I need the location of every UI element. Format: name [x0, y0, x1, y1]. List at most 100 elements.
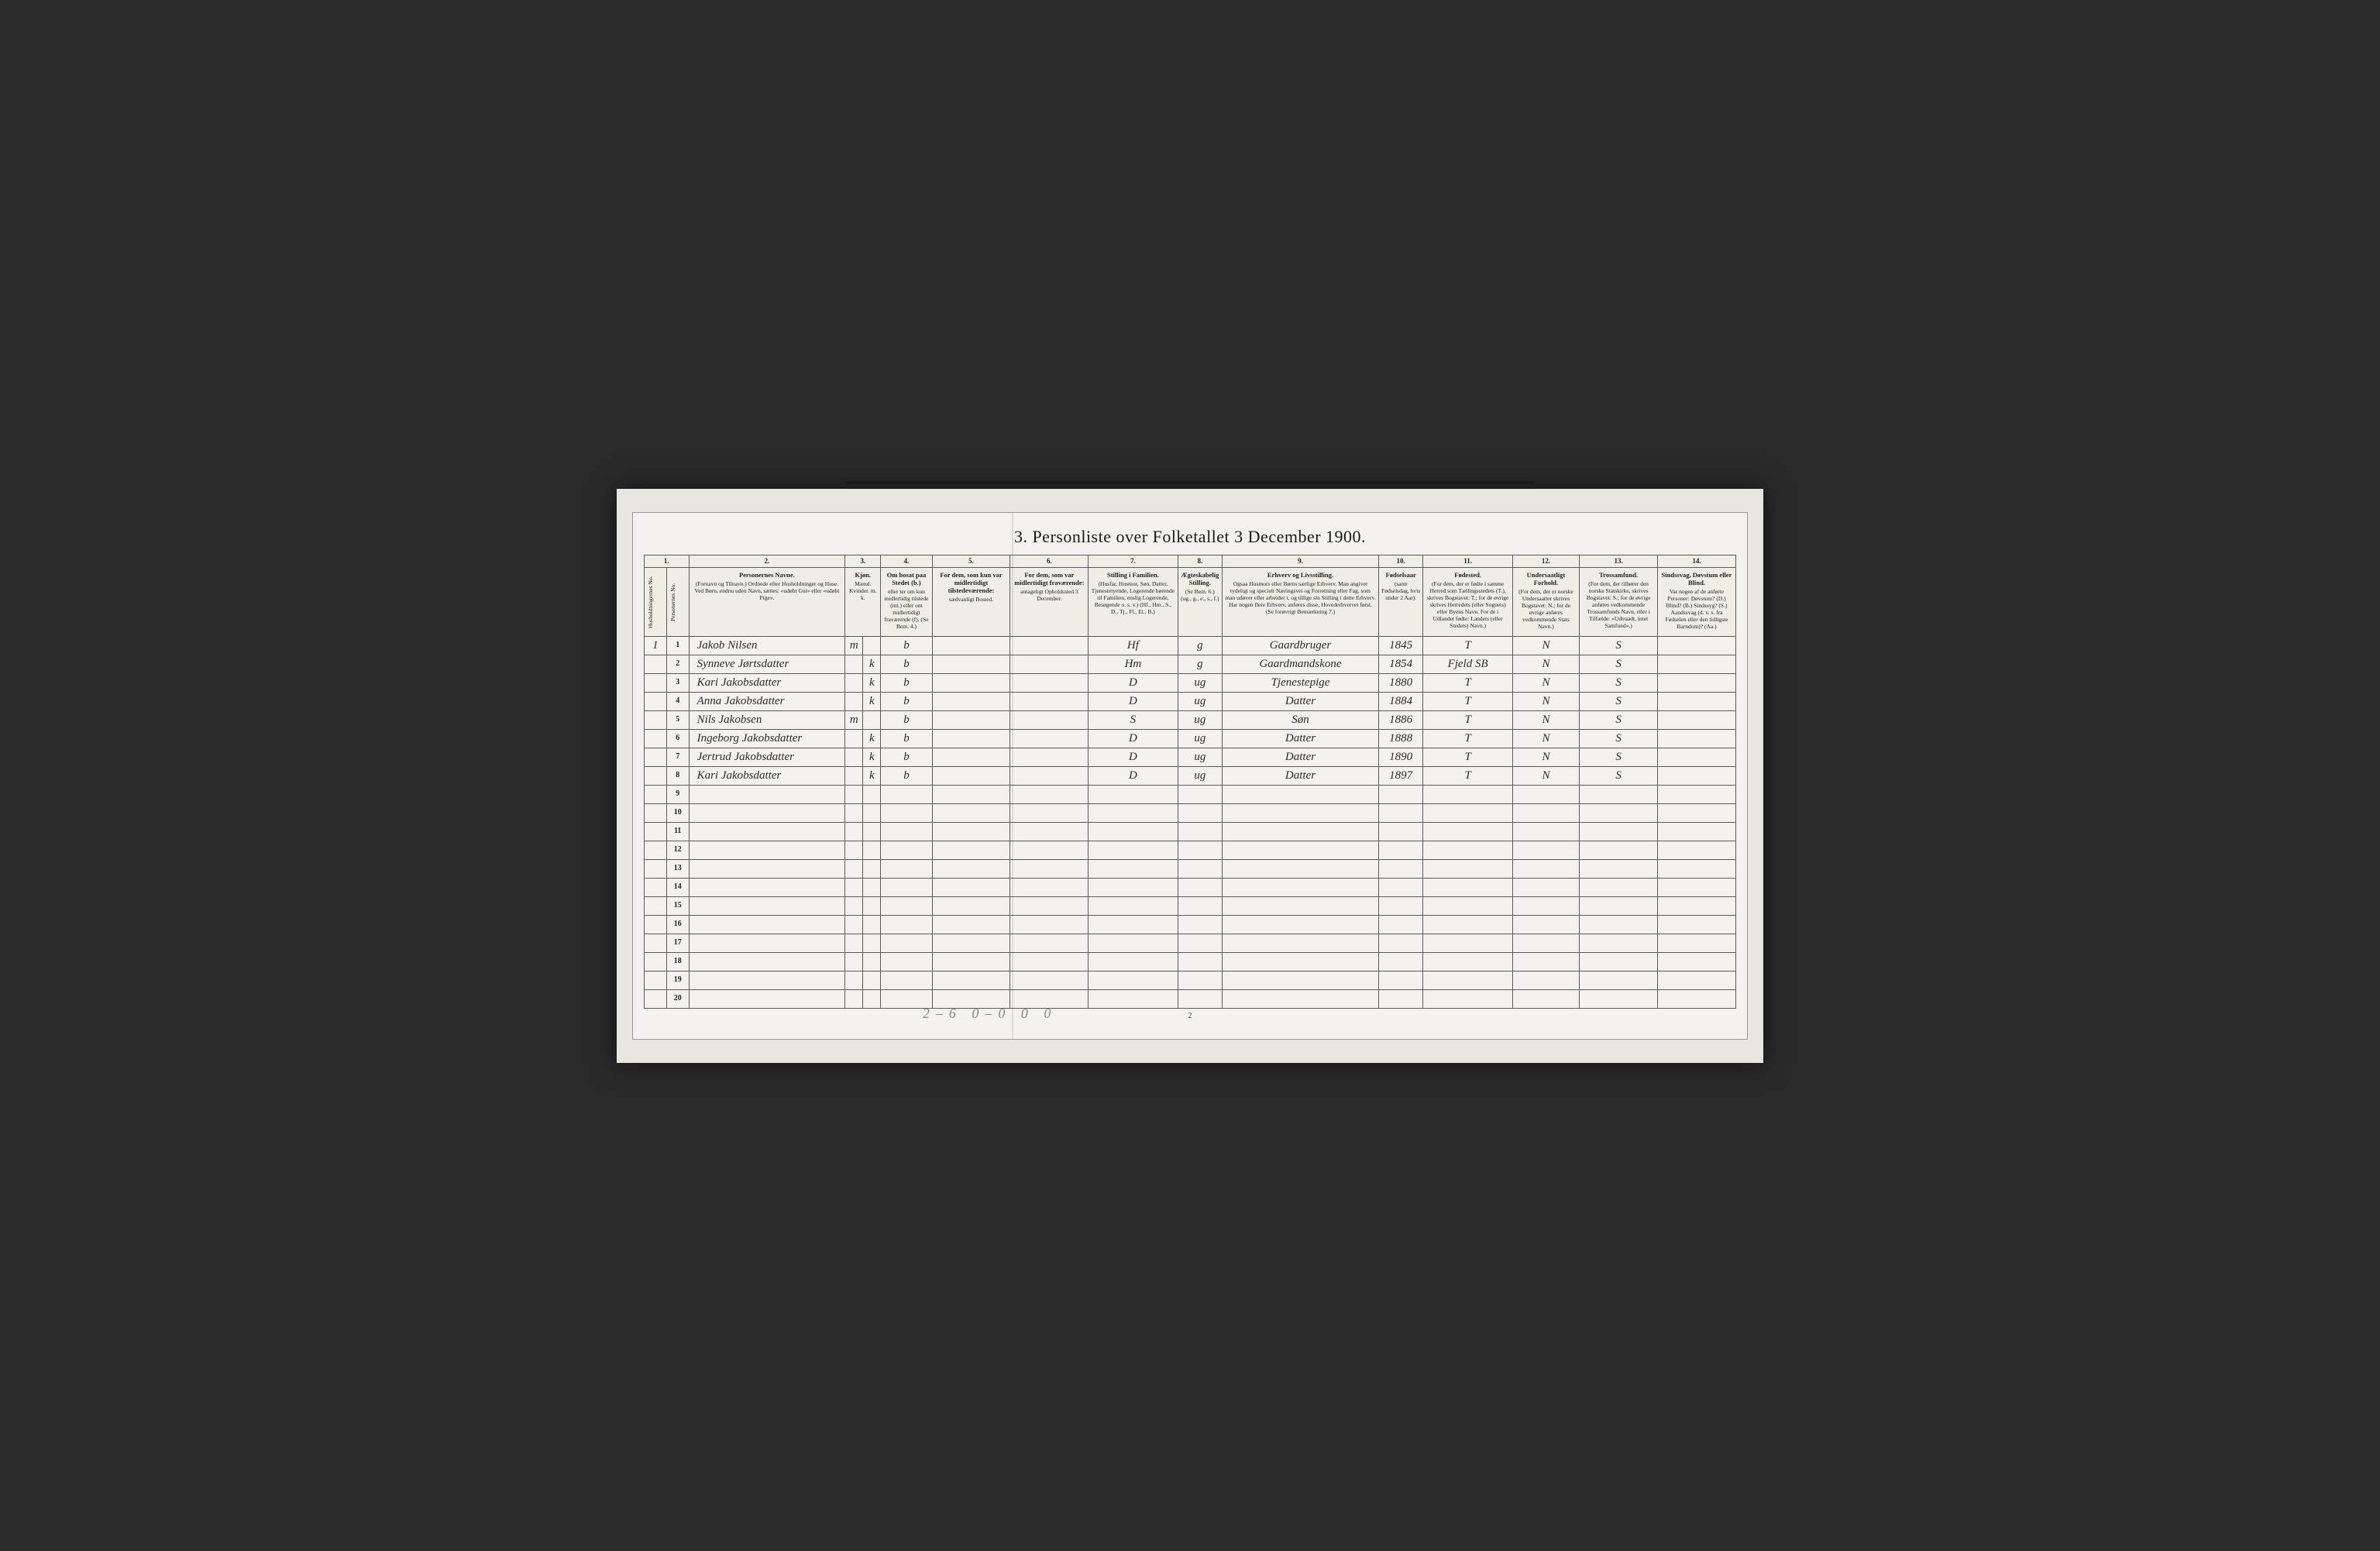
cell-family-position: S — [1089, 710, 1178, 729]
cell-nationality: N — [1512, 766, 1579, 785]
cell-household-no — [645, 803, 667, 822]
cell-person-no: 18 — [666, 952, 689, 971]
cell-occupation: Gaardmandskone — [1223, 655, 1379, 673]
cell-sex-m — [845, 785, 863, 803]
cell-nationality — [1512, 803, 1579, 822]
cell-disability — [1658, 934, 1736, 952]
cell-religion — [1580, 878, 1658, 896]
cell-temp-present — [932, 859, 1010, 878]
cell-occupation — [1223, 915, 1379, 934]
cell-nationality: N — [1512, 748, 1579, 766]
cell-birthplace: Fjeld SB — [1423, 655, 1512, 673]
cell-birth-year — [1378, 822, 1423, 841]
cell-religion — [1580, 803, 1658, 822]
cell-marital: ug — [1178, 729, 1223, 748]
cell-person-no: 19 — [666, 971, 689, 989]
cell-sex-m — [845, 692, 863, 710]
cell-birth-year: 1845 — [1378, 636, 1423, 655]
cell-birth-year — [1378, 859, 1423, 878]
cell-temp-absent — [1010, 710, 1089, 729]
cell-birthplace: T — [1423, 692, 1512, 710]
cell-religion: S — [1580, 655, 1658, 673]
cell-family-position: Hf — [1089, 636, 1178, 655]
cell-birthplace — [1423, 878, 1512, 896]
cell-residence: b — [881, 636, 932, 655]
cell-sex-k — [863, 934, 881, 952]
cell-disability — [1658, 710, 1736, 729]
cell-nationality: N — [1512, 729, 1579, 748]
cell-birthplace: T — [1423, 729, 1512, 748]
cell-temp-present — [932, 878, 1010, 896]
table-row: 8Kari JakobsdatterkbDugDatter1897TNS — [645, 766, 1736, 785]
cell-person-no: 20 — [666, 989, 689, 1008]
header-nationality: Undersaatligt Forhold.(For dem, der er n… — [1512, 567, 1579, 636]
cell-temp-absent — [1010, 859, 1089, 878]
cell-person-no: 12 — [666, 841, 689, 859]
cell-temp-present — [932, 934, 1010, 952]
cell-household-no — [645, 748, 667, 766]
cell-nationality — [1512, 989, 1579, 1008]
cell-person-no: 11 — [666, 822, 689, 841]
cell-birthplace — [1423, 841, 1512, 859]
cell-marital: g — [1178, 655, 1223, 673]
table-row: 17 — [645, 934, 1736, 952]
cell-name: Kari Jakobsdatter — [689, 766, 845, 785]
cell-temp-present — [932, 803, 1010, 822]
cell-temp-absent — [1010, 971, 1089, 989]
cell-sex-m — [845, 896, 863, 915]
cell-occupation: Datter — [1223, 766, 1379, 785]
cell-name — [689, 803, 845, 822]
cell-household-no — [645, 766, 667, 785]
cell-marital — [1178, 971, 1223, 989]
cell-disability — [1658, 952, 1736, 971]
colnum-13: 13. — [1580, 555, 1658, 567]
cell-temp-absent — [1010, 785, 1089, 803]
cell-sex-k — [863, 859, 881, 878]
cell-birth-year — [1378, 878, 1423, 896]
cell-temp-absent — [1010, 841, 1089, 859]
cell-residence — [881, 878, 932, 896]
colnum-8: 8. — [1178, 555, 1223, 567]
cell-household-no — [645, 822, 667, 841]
header-sex: Kjøn.Mænd. Kvinder. m. k. — [845, 567, 881, 636]
cell-family-position: D — [1089, 729, 1178, 748]
cell-name — [689, 859, 845, 878]
cell-sex-k — [863, 803, 881, 822]
cell-birthplace: T — [1423, 636, 1512, 655]
cell-birth-year: 1890 — [1378, 748, 1423, 766]
table-row: 11 — [645, 822, 1736, 841]
cell-birth-year — [1378, 803, 1423, 822]
cell-residence — [881, 785, 932, 803]
cell-sex-k — [863, 878, 881, 896]
cell-birth-year: 1886 — [1378, 710, 1423, 729]
cell-birth-year — [1378, 785, 1423, 803]
cell-name — [689, 841, 845, 859]
cell-temp-absent — [1010, 915, 1089, 934]
cell-temp-present — [932, 822, 1010, 841]
cell-birth-year — [1378, 841, 1423, 859]
table-row: 5Nils JakobsenmbSugSøn1886TNS — [645, 710, 1736, 729]
cell-name — [689, 878, 845, 896]
table-row: 12 — [645, 841, 1736, 859]
cell-household-no: 1 — [645, 636, 667, 655]
cell-religion — [1580, 822, 1658, 841]
cell-residence — [881, 822, 932, 841]
cell-name: Synneve Jørtsdatter — [689, 655, 845, 673]
cell-religion: S — [1580, 766, 1658, 785]
table-header: 1. 2. 3. 4. 5. 6. 7. 8. 9. 10. 11. 12. 1… — [645, 555, 1736, 636]
cell-temp-absent — [1010, 692, 1089, 710]
cell-residence: b — [881, 692, 932, 710]
cell-person-no: 4 — [666, 692, 689, 710]
cell-temp-absent — [1010, 636, 1089, 655]
cell-person-no: 3 — [666, 673, 689, 692]
header-temp-absent: For dem, som var midlertidigt fraværende… — [1010, 567, 1089, 636]
cell-temp-absent — [1010, 822, 1089, 841]
cell-disability — [1658, 822, 1736, 841]
cell-temp-present — [932, 785, 1010, 803]
cell-disability — [1658, 859, 1736, 878]
cell-residence — [881, 841, 932, 859]
cell-household-no — [645, 729, 667, 748]
cell-household-no — [645, 859, 667, 878]
cell-household-no — [645, 655, 667, 673]
cell-birthplace: T — [1423, 673, 1512, 692]
